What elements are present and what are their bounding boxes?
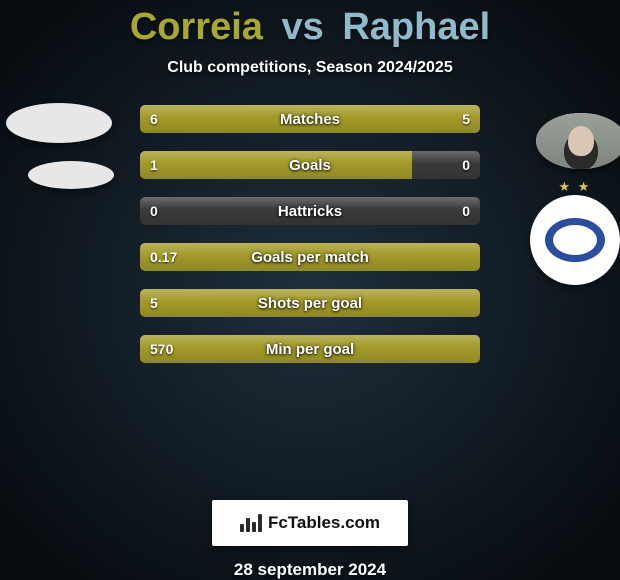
- comparison-stage: ★ ★ Matches65 Goals10 Hattricks00 Goals per…: [0, 77, 620, 494]
- bar-chart-icon: [240, 514, 262, 532]
- stat-row: Matches65: [140, 105, 480, 133]
- bar-track: [140, 197, 480, 225]
- subtitle: Club competitions, Season 2024/2025: [167, 59, 452, 77]
- stat-row: Goals10: [140, 151, 480, 179]
- title-vs: vs: [281, 6, 323, 48]
- player1-avatar: [6, 103, 112, 143]
- comparison-bars: Matches65 Goals10 Hattricks00 Goals per mat…: [140, 105, 480, 363]
- branding-text: FcTables.com: [268, 513, 380, 533]
- player2-avatar: [536, 113, 620, 169]
- footer-date: 28 september 2024: [234, 560, 386, 580]
- player2-name: Raphael: [342, 6, 490, 48]
- stat-row: Min per goal570: [140, 335, 480, 363]
- branding-badge: FcTables.com: [212, 500, 408, 546]
- bar-segment-left: [140, 335, 480, 363]
- stat-row: Goals per match0.17: [140, 243, 480, 271]
- player1-name: Correia: [130, 6, 263, 48]
- star-icon: ★ ★: [559, 179, 592, 195]
- bar-segment-right: [327, 105, 480, 133]
- content-root: Correia vs Raphael Club competitions, Se…: [0, 0, 620, 580]
- bar-segment-left: [140, 151, 412, 179]
- bar-segment-left: [140, 289, 480, 317]
- stat-row: Hattricks00: [140, 197, 480, 225]
- bar-segment-left: [140, 105, 327, 133]
- club-crest-icon: [545, 218, 605, 262]
- bar-segment-left: [140, 243, 480, 271]
- stat-row: Shots per goal5: [140, 289, 480, 317]
- player2-club-avatar: ★ ★: [530, 195, 620, 285]
- player-photo-icon: [536, 113, 620, 169]
- page-title: Correia vs Raphael: [130, 6, 490, 49]
- player1-club-avatar: [28, 161, 114, 189]
